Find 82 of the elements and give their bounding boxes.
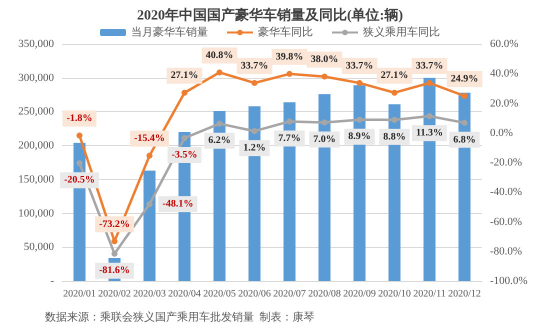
data-label: 8.9% (348, 131, 371, 142)
y2-tick-label: -80.0% (490, 245, 522, 258)
y-tick-label: - (50, 275, 54, 287)
y2-tick-label: 0.0% (490, 126, 513, 139)
x-tick-label: 2020/10 (378, 288, 411, 300)
data-label: 38.0% (310, 54, 338, 66)
x-tick-label: 2020/01 (63, 288, 96, 300)
y-tick-label: 50,000 (24, 241, 54, 254)
data-label: -81.6% (99, 265, 130, 276)
y2-tick-label: -60.0% (490, 216, 522, 228)
point (182, 135, 188, 142)
y-tick-label: 350,000 (18, 38, 54, 50)
point (112, 250, 118, 257)
data-label: 33.7% (240, 60, 268, 72)
data-label: -73.2% (99, 218, 130, 230)
x-tick-label: 2020/12 (448, 288, 481, 300)
data-label: 24.9% (450, 73, 478, 84)
y-tick-label: 150,000 (18, 173, 54, 186)
y-tick-label: 300,000 (18, 72, 54, 84)
point (356, 116, 362, 123)
data-label: 7.7% (278, 132, 301, 144)
data-label: 8.8% (383, 131, 406, 142)
legend-label: 豪华车同比 (258, 26, 313, 38)
data-label: 6.2% (208, 135, 231, 146)
source-note: 数据来源：乘联会狭义国产乘用车批发销量 制表：康琴 (45, 310, 314, 324)
point (426, 80, 432, 86)
data-label: -3.5% (172, 150, 198, 161)
legend-label: 狭义乘用车同比 (363, 26, 440, 38)
x-tick-label: 2020/11 (413, 288, 446, 300)
data-label: -15.4% (134, 133, 165, 144)
legend-label: 当月豪华车销量 (131, 26, 208, 38)
data-label: 27.1% (380, 70, 408, 82)
data-label: 6.8% (453, 134, 476, 146)
data-label: -20.5% (64, 174, 95, 186)
point (182, 90, 188, 96)
y-tick-label: 100,000 (18, 207, 54, 220)
x-tick-label: 2020/04 (168, 288, 201, 300)
data-label: -48.1% (162, 198, 194, 210)
x-tick-label: 2020/08 (308, 288, 341, 300)
point (286, 70, 292, 77)
data-label: -1.8% (66, 113, 92, 124)
point (252, 80, 258, 86)
y2-tick-label: -40.0% (490, 186, 522, 198)
point (322, 120, 328, 126)
y2-tick-label: 40.0% (490, 68, 518, 80)
point (216, 120, 222, 127)
point (426, 113, 432, 120)
y2-tick-label: 20.0% (490, 97, 518, 110)
data-label: 33.7% (416, 60, 444, 72)
point (286, 118, 292, 124)
point (392, 116, 398, 123)
point (216, 69, 222, 76)
point (392, 90, 398, 96)
y2-tick-label: -100.0% (490, 275, 528, 287)
point (76, 160, 82, 166)
x-tick-label: 2020/06 (238, 288, 271, 300)
x-tick-label: 2020/05 (203, 288, 236, 300)
point (462, 120, 468, 126)
y-tick-label: 200,000 (18, 140, 54, 152)
point (146, 201, 152, 208)
y-tick-label: 250,000 (18, 106, 54, 118)
data-label: 40.8% (206, 50, 234, 61)
data-label: 27.1% (170, 70, 198, 82)
bar (144, 170, 156, 281)
point (146, 152, 152, 159)
point (322, 74, 328, 80)
point (462, 92, 468, 99)
x-tick-label: 2020/03 (133, 288, 166, 300)
y2-tick-label: -20.0% (490, 156, 522, 168)
x-tick-label: 2020/02 (98, 288, 131, 300)
data-label: 11.3% (416, 128, 443, 139)
point (252, 128, 258, 134)
chart-title: 2020年中国国产豪华车销量及同比(单位:辆) (137, 6, 404, 24)
data-label: 7.0% (313, 134, 336, 146)
data-label: 1.2% (243, 142, 266, 154)
data-label: 39.8% (276, 51, 304, 62)
point (356, 80, 362, 86)
y2-tick-label: 60.0% (490, 38, 518, 50)
x-tick-label: 2020/07 (273, 288, 306, 300)
x-tick-label: 2020/09 (343, 288, 376, 300)
point (76, 132, 82, 139)
data-label: 33.7% (346, 60, 374, 72)
